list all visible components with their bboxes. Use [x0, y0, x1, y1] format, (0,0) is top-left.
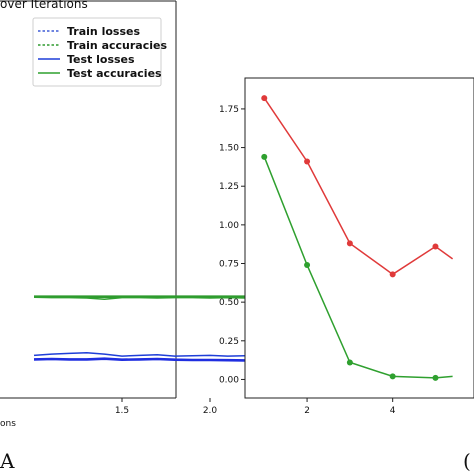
legend-box: [32, 17, 162, 87]
series-test-losses: [33, 352, 246, 357]
series-train-losses: [33, 357, 246, 362]
right-plot-frame: [244, 77, 474, 399]
left-plot: over Iterations 1.5 2.0 ons Train losses …: [0, 0, 246, 473]
y-tick-label: 0.50: [219, 298, 239, 308]
x-tick-label: 4: [390, 406, 396, 416]
y-tick-label: 0.00: [219, 375, 239, 385]
legend-train-losses: Train losses: [67, 25, 140, 38]
y-tick-label: 0.75: [219, 260, 239, 270]
panel-label-a: A: [0, 449, 15, 473]
y-tick-label: 1.50: [219, 144, 239, 154]
series-green-point: [432, 374, 439, 381]
y-tick-label: 0.25: [219, 337, 239, 347]
series-red-point: [389, 271, 396, 278]
x-tick-label: 1.5: [115, 406, 129, 416]
series-green-point: [261, 153, 268, 160]
x-tick-label: 2: [304, 406, 310, 416]
series-green-line: [263, 156, 453, 379]
y-tick-label: 1.25: [219, 182, 239, 192]
left-series-group: [33, 295, 246, 362]
left-plot-title: over Iterations: [0, 0, 88, 11]
right-series-group: [261, 95, 454, 381]
legend-train-accuracies: Train accuracies: [67, 39, 167, 52]
y-tick-label: 1.00: [219, 221, 239, 231]
series-green-point: [346, 359, 353, 366]
legend-test-losses: Test losses: [67, 53, 135, 66]
series-red-point: [432, 243, 439, 250]
y-tick-label: 1.75: [219, 105, 239, 115]
left-x-axis-label: ons: [0, 419, 16, 429]
panel-label-b: (: [463, 449, 471, 473]
left-x-ticks: 1.5 2.0: [115, 398, 218, 416]
legend-test-accuracies: Test accuracies: [67, 67, 162, 80]
series-red-point: [346, 240, 353, 247]
x-tick-label: 2.0: [203, 406, 218, 416]
series-green-point: [304, 262, 311, 269]
series-red-point: [304, 158, 311, 165]
series-test-accuracies: [33, 296, 246, 301]
legend: Train losses Train accuracies Test losse…: [32, 17, 167, 87]
series-red-line: [263, 97, 454, 276]
series-red-point: [261, 95, 268, 102]
right-y-ticks: 0.00 0.25 0.50 0.75 1.00 1.25 1.50 1.75: [219, 105, 245, 385]
series-green-point: [389, 373, 396, 380]
